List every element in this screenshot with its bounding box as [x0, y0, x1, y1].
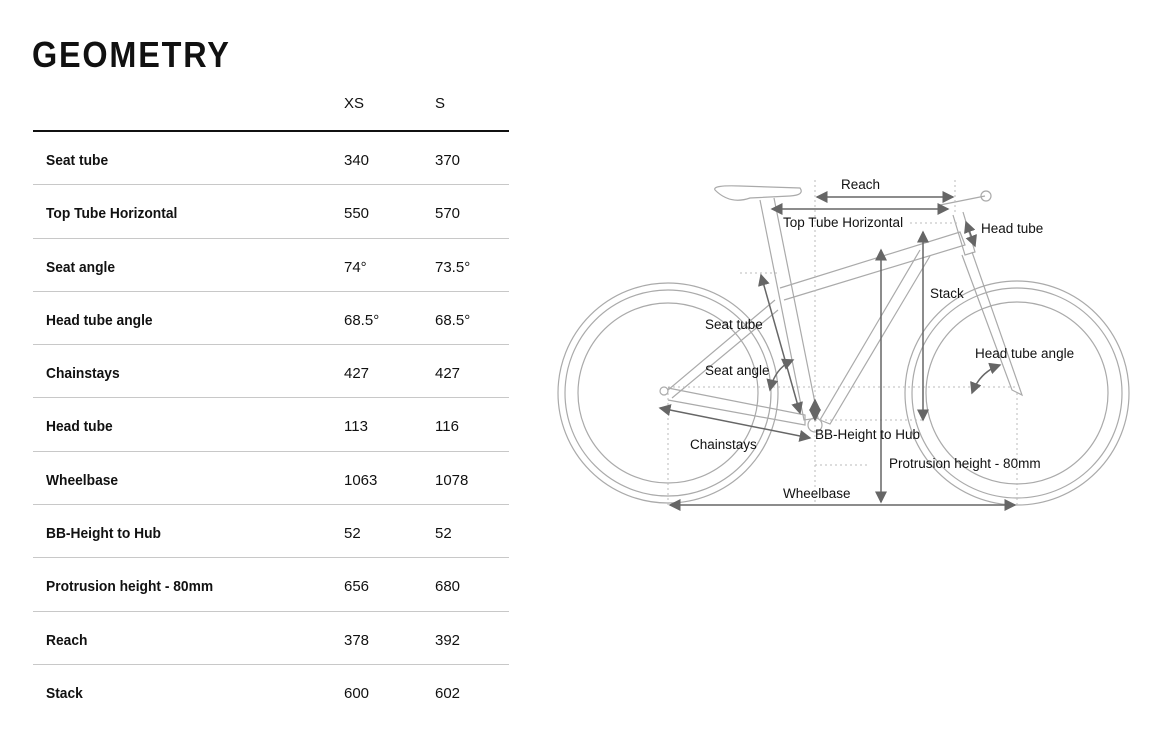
row-label: Reach — [46, 631, 88, 649]
label-head-tube-angle: Head tube angle — [975, 346, 1074, 361]
page-title: GEOMETRY — [32, 34, 231, 75]
table-header: XS S — [33, 86, 509, 132]
value-xs: 113 — [344, 418, 368, 436]
label-stack: Stack — [930, 286, 964, 301]
table-row: BB-Height to Hub 52 52 — [33, 505, 509, 559]
chainstays-arrow — [658, 404, 812, 442]
value-s: 52 — [435, 525, 452, 543]
table-row: Wheelbase 1063 1078 — [33, 452, 509, 506]
value-s: 68.5° — [435, 311, 471, 329]
reference-lines — [667, 180, 1018, 505]
row-label: Head tube angle — [46, 311, 153, 329]
value-s: 602 — [435, 684, 461, 702]
row-label: Seat tube — [46, 152, 109, 169]
table-row: Seat angle 74° 73.5° — [33, 239, 509, 292]
value-s: 370 — [435, 152, 461, 169]
label-protrusion: Protrusion height - 80mm — [889, 456, 1041, 471]
rear-dropout — [659, 386, 669, 396]
down-tube — [819, 249, 931, 425]
value-xs: 427 — [344, 365, 370, 383]
label-top-tube: Top Tube Horizontal — [783, 215, 903, 230]
table-row: Protrusion height - 80mm 656 680 — [33, 558, 509, 612]
row-label: Seat angle — [46, 258, 116, 276]
value-s: 427 — [435, 365, 461, 383]
value-s: 116 — [435, 418, 459, 436]
value-xs: 340 — [344, 152, 370, 169]
value-xs: 378 — [344, 631, 370, 649]
dimension-arrows — [658, 191, 1017, 511]
row-label: Chainstays — [46, 365, 120, 383]
value-xs: 600 — [344, 684, 370, 702]
saddle — [714, 185, 802, 201]
value-xs: 550 — [344, 205, 370, 223]
label-bb-height: BB-Height to Hub — [815, 427, 920, 442]
geometry-table: XS S Seat tube 340 370 Top Tube Horizontal 5… — [33, 86, 509, 717]
row-label: Wheelbase — [46, 471, 119, 489]
seat-angle-arrow — [766, 358, 795, 392]
column-xs: XS — [344, 95, 365, 112]
value-s: 73.5° — [435, 258, 471, 276]
label-head-tube: Head tube — [981, 221, 1043, 236]
value-s: 392 — [435, 631, 461, 649]
table-row: Head tube 113 116 — [33, 398, 509, 452]
label-seat-angle: Seat angle — [705, 363, 770, 378]
fork — [961, 251, 1024, 397]
row-label: Head tube — [46, 418, 113, 436]
table-row: Stack 600 602 — [33, 665, 509, 717]
row-label: Protrusion height - 80mm — [46, 578, 214, 596]
table-row: Top Tube Horizontal 550 570 — [33, 185, 509, 239]
label-wheelbase: Wheelbase — [783, 486, 851, 501]
row-label: Top Tube Horizontal — [46, 205, 178, 223]
value-xs: 656 — [344, 578, 370, 596]
handlebar — [980, 190, 992, 202]
value-s: 1078 — [435, 471, 469, 489]
value-xs: 74° — [344, 258, 367, 276]
column-s: S — [435, 95, 446, 112]
value-xs: 1063 — [344, 471, 378, 489]
value-s: 570 — [435, 205, 461, 223]
table-row: Seat tube 340 370 — [33, 132, 509, 186]
value-xs: 68.5° — [344, 311, 380, 329]
head-tube-arrow — [964, 220, 977, 248]
value-s: 680 — [435, 578, 461, 596]
label-seat-tube: Seat tube — [705, 317, 763, 332]
top-tube — [779, 231, 966, 301]
chain-stay — [667, 387, 806, 426]
table-row: Head tube angle 68.5° 68.5° — [33, 292, 509, 346]
label-reach: Reach — [841, 177, 880, 192]
row-label: Stack — [46, 684, 83, 702]
head-tube-angle-arrow — [970, 362, 1002, 395]
label-chainstays: Chainstays — [690, 437, 757, 452]
table-row: Reach 378 392 — [33, 612, 509, 665]
table-row: Chainstays 427 427 — [33, 345, 509, 399]
value-xs: 52 — [344, 525, 361, 543]
row-label: BB-Height to Hub — [46, 525, 161, 543]
